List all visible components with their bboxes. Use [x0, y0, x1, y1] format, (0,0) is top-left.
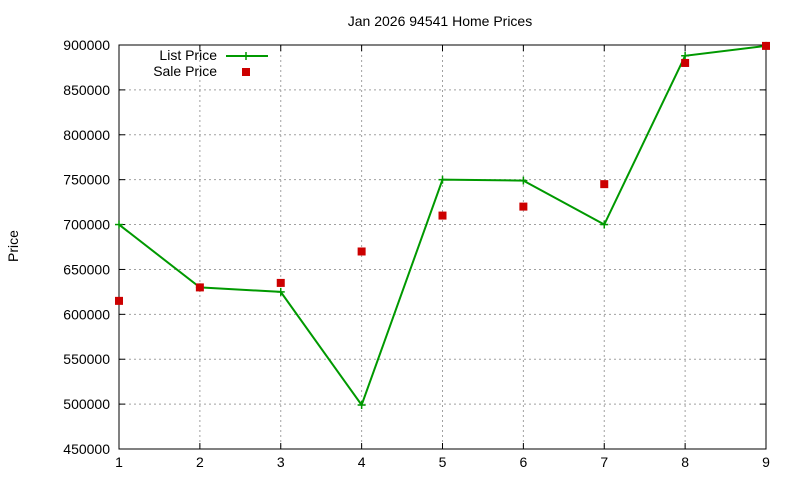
y-tick-label: 850000	[63, 82, 110, 98]
sale-price-point	[762, 41, 770, 50]
x-tick-label: 2	[196, 454, 204, 470]
y-tick-label: 900000	[63, 37, 110, 53]
sale-price-point	[600, 180, 609, 189]
axis-ticks: 450000 500000 550000 600000 650000 700000 7500…	[63, 37, 770, 470]
list-price-point	[115, 220, 123, 229]
plot-frame	[118, 44, 767, 450]
x-tick-label: 9	[762, 454, 770, 470]
x-tick-label: 7	[600, 454, 608, 470]
sale-price-point	[357, 247, 366, 256]
y-tick-label: 550000	[63, 351, 110, 367]
series-layer	[115, 41, 770, 410]
list-price-point	[600, 220, 609, 229]
x-tick-label: 8	[681, 454, 689, 470]
chart-title: Jan 2026 94541 Home Prices	[348, 13, 532, 29]
legend-label-sale-price: Sale Price	[153, 63, 217, 79]
sale-price-point	[519, 202, 528, 211]
sale-price-point	[276, 278, 285, 287]
y-tick-label: 500000	[63, 396, 110, 412]
list-price-point	[276, 287, 285, 296]
legend-square-symbol	[242, 68, 250, 76]
y-axis-title: Price	[5, 230, 21, 262]
y-tick-label: 750000	[63, 172, 110, 188]
x-tick-label: 3	[277, 454, 285, 470]
sale-price-point	[195, 283, 204, 292]
x-tick-label: 5	[439, 454, 447, 470]
y-tick-label: 650000	[63, 261, 110, 277]
legend: List Price Sale Price	[153, 47, 268, 79]
sale-price-point	[438, 211, 447, 220]
list-price-point	[519, 176, 528, 185]
x-tick-label: 6	[519, 454, 527, 470]
y-tick-label: 800000	[63, 127, 110, 143]
sale-price-point	[681, 58, 690, 67]
list-price-point	[681, 51, 690, 60]
legend-label-list-price: List Price	[159, 47, 217, 63]
grid	[119, 45, 766, 449]
x-tick-label: 1	[115, 454, 123, 470]
y-tick-label: 450000	[63, 441, 110, 457]
x-tick-label: 4	[358, 454, 366, 470]
y-tick-label: 700000	[63, 217, 110, 233]
y-tick-label: 600000	[63, 306, 110, 322]
list-price-point	[438, 175, 447, 184]
sale-price-point	[115, 296, 123, 305]
list-price-point	[357, 401, 366, 410]
legend-plus-symbol	[242, 52, 250, 60]
